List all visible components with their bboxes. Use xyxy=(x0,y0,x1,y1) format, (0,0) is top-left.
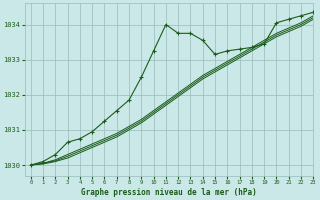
X-axis label: Graphe pression niveau de la mer (hPa): Graphe pression niveau de la mer (hPa) xyxy=(81,188,257,197)
